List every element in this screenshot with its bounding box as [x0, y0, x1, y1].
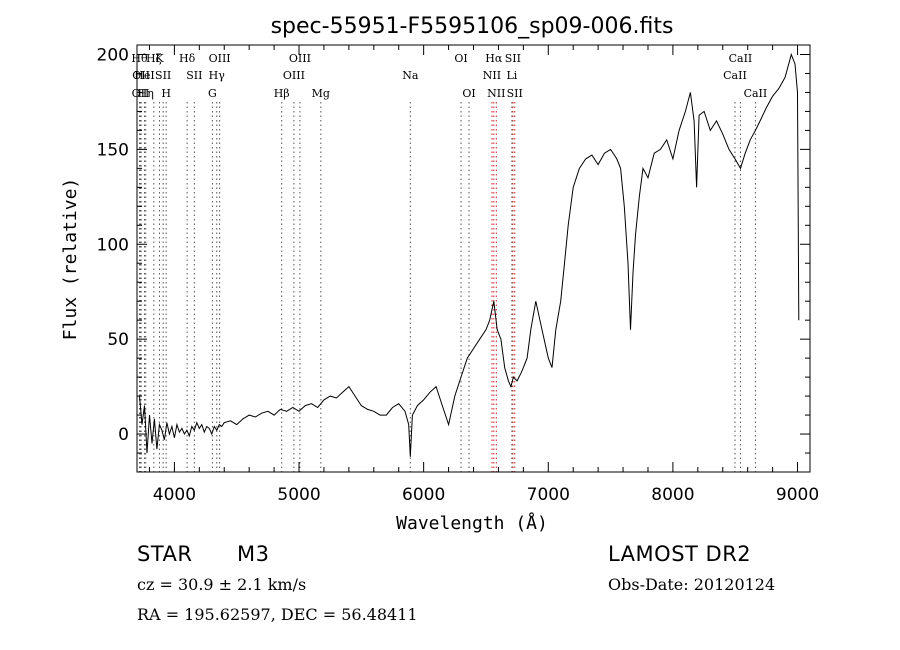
line-marker-label: Hη — [138, 87, 154, 100]
y-axis-label: Flux (relative) — [60, 178, 81, 341]
coordinates: RA = 195.62597, DEC = 56.48411 — [137, 605, 418, 624]
x-tick-label: 8000 — [651, 485, 694, 505]
y-tick-label: 0 — [118, 425, 129, 445]
x-tick-label: 5000 — [277, 485, 320, 505]
y-axis: 0 50 100 150 200 — [97, 45, 810, 454]
line-marker-label: OI — [462, 87, 475, 100]
plot-frame — [136, 44, 811, 473]
y-tick-label: 50 — [107, 330, 129, 350]
line-marker-label: OI — [454, 52, 467, 65]
line-marker-label: CaII — [744, 87, 768, 100]
x-axis-label: Wavelength (Å) — [396, 512, 548, 534]
x-axis: 4000 5000 6000 7000 8000 9000 — [148, 45, 819, 505]
line-marker-label: Hβ — [274, 87, 290, 100]
survey-name: LAMOST DR2 — [608, 542, 752, 566]
line-marker-label: SII — [507, 87, 523, 100]
line-marker-label: Hθ — [131, 52, 148, 65]
line-marker-label: Hγ — [209, 69, 226, 82]
line-marker-label: CaII — [729, 52, 753, 65]
line-marker-label: HeI — [134, 69, 154, 82]
x-tick-label: 7000 — [527, 485, 570, 505]
y-tick-label: 100 — [97, 235, 129, 255]
line-marker-label: NII — [487, 87, 505, 100]
line-marker-label: Hδ — [179, 52, 196, 65]
line-marker-label: NII — [483, 69, 501, 82]
line-marker-label: Hα — [485, 52, 503, 65]
y-tick-label: 150 — [97, 140, 129, 160]
line-marker-label: H — [161, 87, 171, 100]
line-marker-label: OII — [132, 87, 150, 100]
line-marker-label: SII — [505, 52, 521, 65]
chart-title: spec-55951-F5595106_sp09-006.fits — [271, 14, 674, 39]
redshift-value: cz = 30.9 ± 2.1 km/s — [137, 575, 307, 594]
line-marker-label: OIII — [209, 52, 231, 65]
x-tick-label: 6000 — [402, 485, 445, 505]
line-marker-label: CaII — [723, 69, 747, 82]
line-marker-label: Hζ — [146, 52, 162, 65]
line-marker-label: Mg — [312, 87, 330, 100]
observation-date: Obs-Date: 20120124 — [608, 575, 776, 594]
line-marker-label: Na — [402, 69, 419, 82]
line-markers: HθOIIOIIHeIHηHζKSIIHHδSIIGHγOIIIHβOIIIOI… — [131, 52, 767, 472]
object-subclass: M3 — [237, 542, 270, 566]
y-tick-label: 200 — [97, 45, 129, 65]
x-tick-label: 9000 — [776, 485, 819, 505]
line-marker-label: OIII — [289, 52, 311, 65]
line-marker-label: K — [155, 52, 164, 65]
object-class: STAR — [137, 542, 193, 566]
spectrum-line — [139, 52, 800, 457]
line-marker-label: SII — [186, 69, 202, 82]
line-marker-label: OIII — [283, 69, 305, 82]
line-marker-label: SII — [155, 69, 171, 82]
line-marker-label: G — [208, 87, 217, 100]
line-marker-label: Li — [506, 69, 517, 82]
x-tick-label: 4000 — [153, 485, 196, 505]
